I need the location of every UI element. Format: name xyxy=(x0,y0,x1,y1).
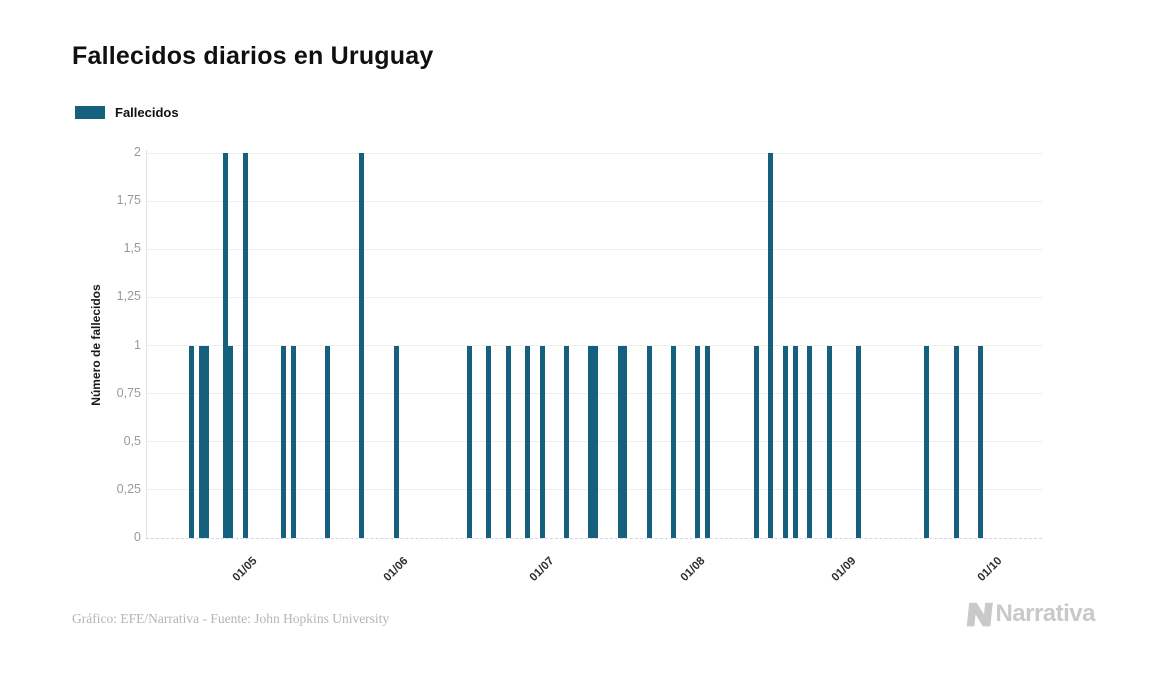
y-axis-tick-label: 1,75 xyxy=(116,193,141,208)
bar[interactable] xyxy=(291,345,297,538)
y-axis-tick-label: 1,25 xyxy=(116,289,141,304)
bar[interactable] xyxy=(505,345,511,538)
source-credit: Gráfico: EFE/Narrativa - Fuente: John Ho… xyxy=(72,611,390,626)
bar[interactable] xyxy=(783,345,789,538)
bar[interactable] xyxy=(953,345,959,538)
bar[interactable] xyxy=(695,345,701,538)
bar[interactable] xyxy=(924,345,930,538)
bar[interactable] xyxy=(826,345,832,538)
y-axis-tick-label: 1,5 xyxy=(123,241,141,256)
bar[interactable] xyxy=(198,345,204,538)
x-axis-tick-label: 01/07 xyxy=(527,555,557,584)
bar[interactable] xyxy=(563,345,569,538)
bar[interactable] xyxy=(188,345,194,538)
bar[interactable] xyxy=(646,345,652,538)
x-axis-tick-label: 01/05 xyxy=(230,555,260,584)
bar[interactable] xyxy=(588,345,594,538)
bar[interactable] xyxy=(486,345,492,538)
x-axis-tick-label: 01/10 xyxy=(975,555,1005,584)
bar[interactable] xyxy=(753,345,759,538)
x-axis-tick-label: 01/06 xyxy=(381,555,411,584)
bar[interactable] xyxy=(705,345,711,538)
y-axis-tick-label: 0,25 xyxy=(116,481,141,496)
narrativa-logo: Narrativa xyxy=(966,600,1095,628)
narrativa-n-icon xyxy=(967,602,994,626)
bar[interactable] xyxy=(281,345,287,538)
bar[interactable] xyxy=(593,345,599,538)
page-title: Fallecidos diarios en Uruguay xyxy=(72,42,434,70)
legend-swatch xyxy=(75,106,105,119)
bar[interactable] xyxy=(223,153,229,538)
gridline-y-1,75 xyxy=(146,200,1042,202)
bar[interactable] xyxy=(792,345,798,538)
y-axis-tick-label: 1 xyxy=(134,337,141,352)
y-axis-line xyxy=(146,150,147,538)
y-axis-tick-label: 0 xyxy=(134,530,141,544)
bar[interactable] xyxy=(539,345,545,538)
bar[interactable] xyxy=(977,345,983,538)
legend-label: Fallecidos xyxy=(115,105,179,120)
gridline-y-1,5 xyxy=(146,248,1042,250)
bar[interactable] xyxy=(242,153,248,538)
y-axis-tick-label: 0,5 xyxy=(123,433,141,448)
x-axis-tick-label: 01/08 xyxy=(678,555,708,584)
bar[interactable] xyxy=(393,345,399,538)
bar[interactable] xyxy=(622,345,628,538)
bar[interactable] xyxy=(768,153,774,538)
bar[interactable] xyxy=(466,345,472,538)
bar[interactable] xyxy=(856,345,862,538)
chart-legend[interactable]: Fallecidos xyxy=(75,105,179,120)
bar[interactable] xyxy=(203,345,209,538)
gridline-y-1,25 xyxy=(146,296,1042,298)
y-axis-tick-label: 0,75 xyxy=(116,385,141,400)
bar[interactable] xyxy=(227,345,233,538)
bar[interactable] xyxy=(359,153,365,538)
bar[interactable] xyxy=(524,345,530,538)
bar[interactable] xyxy=(807,345,813,538)
gridline-y-2 xyxy=(146,152,1042,154)
gridline-y-0 xyxy=(146,537,1042,539)
x-axis-tick-label: 01/09 xyxy=(829,555,859,584)
y-axis-tick-label: 2 xyxy=(134,145,141,159)
bar[interactable] xyxy=(671,345,677,538)
bar[interactable] xyxy=(617,345,623,538)
bar[interactable] xyxy=(325,345,331,538)
narrativa-logo-text: Narrativa xyxy=(995,600,1095,627)
